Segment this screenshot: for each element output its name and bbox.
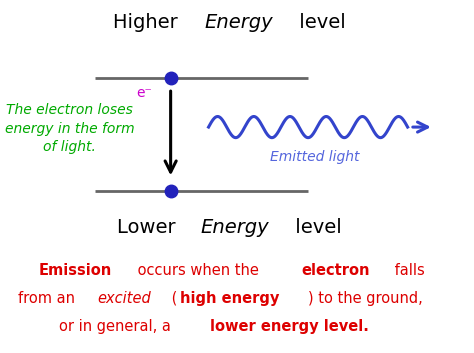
Text: from an: from an bbox=[18, 291, 79, 306]
Text: ) to the ground,: ) to the ground, bbox=[308, 291, 423, 306]
Text: high energy: high energy bbox=[180, 291, 279, 306]
Text: level: level bbox=[293, 13, 346, 32]
Text: level: level bbox=[289, 218, 342, 237]
Text: Energy: Energy bbox=[204, 13, 273, 32]
Text: occurs when the: occurs when the bbox=[134, 263, 264, 277]
Text: Lower: Lower bbox=[117, 218, 182, 237]
Text: lower energy level.: lower energy level. bbox=[210, 319, 369, 334]
Text: electron: electron bbox=[302, 263, 370, 277]
Text: Higher: Higher bbox=[113, 13, 184, 32]
Text: or in general, a: or in general, a bbox=[59, 319, 176, 334]
Text: (: ( bbox=[166, 291, 177, 306]
Text: Emission: Emission bbox=[39, 263, 112, 277]
Text: The electron loses
energy in the form
of light.: The electron loses energy in the form of… bbox=[5, 103, 134, 154]
Text: Energy: Energy bbox=[201, 218, 269, 237]
Text: e⁻: e⁻ bbox=[136, 86, 152, 101]
Text: falls: falls bbox=[390, 263, 425, 277]
Text: Emitted light: Emitted light bbox=[271, 150, 360, 164]
Text: excited: excited bbox=[97, 291, 151, 306]
